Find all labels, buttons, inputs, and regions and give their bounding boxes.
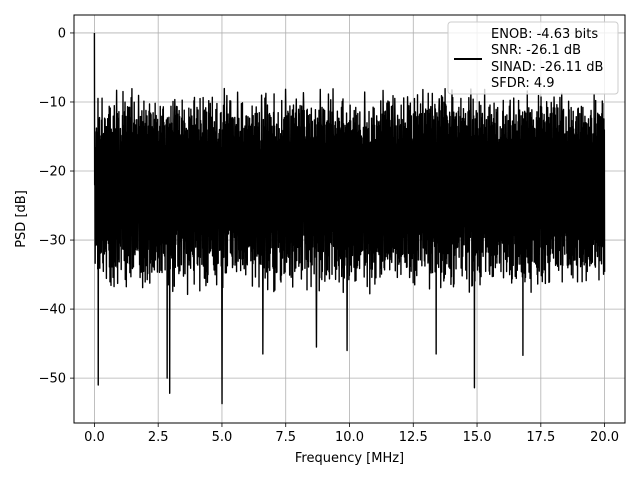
x-tick-label: 2.5 (148, 430, 169, 445)
y-tick-label: −20 (39, 165, 66, 180)
y-tick-label: −30 (39, 234, 66, 249)
y-tick-label: −50 (39, 372, 66, 387)
series-psd (93, 32, 606, 405)
x-tick-label: 10.0 (335, 430, 364, 445)
legend-sinad: SINAD: -26.11 dB (491, 60, 603, 75)
y-axis: 0 −10 −20 −30 −40 −50 (39, 26, 74, 387)
psd-line (93, 32, 606, 405)
x-axis-label: Frequency [MHz] (295, 451, 404, 466)
y-tick-label: 0 (58, 26, 66, 41)
x-tick-label: 20.0 (590, 430, 619, 445)
x-axis: 0.0 2.5 5.0 7.5 10.0 12.5 15.0 17.5 20.0 (84, 423, 619, 445)
x-tick-label: 5.0 (212, 430, 233, 445)
x-tick-label: 17.5 (526, 430, 555, 445)
x-tick-label: 12.5 (399, 430, 428, 445)
x-tick-label: 0.0 (84, 430, 105, 445)
y-axis-label: PSD [dB] (14, 190, 29, 248)
legend-sfdr: SFDR: 4.9 (491, 76, 555, 91)
legend-box (447, 21, 619, 95)
legend: ENOB: -4.63 bits SNR: -26.1 dB SINAD: -2… (447, 21, 619, 95)
legend-snr: SNR: -26.1 dB (491, 43, 581, 58)
x-tick-label: 7.5 (275, 430, 296, 445)
legend-enob: ENOB: -4.63 bits (491, 27, 598, 42)
y-tick-label: −10 (39, 95, 66, 110)
x-tick-label: 15.0 (463, 430, 492, 445)
y-tick-label: −40 (39, 303, 66, 318)
